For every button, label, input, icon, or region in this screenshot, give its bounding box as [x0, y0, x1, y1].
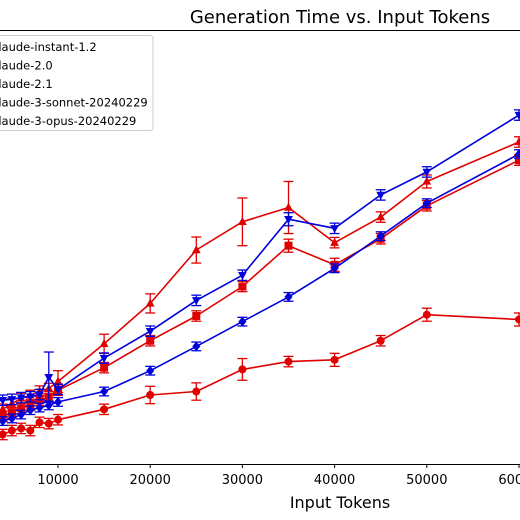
data-point — [25, 393, 35, 402]
data-point — [422, 198, 431, 209]
legend-label: claude-2.1 — [0, 77, 53, 91]
series-claude-instant-1.2 — [0, 307, 520, 441]
data-point — [515, 149, 520, 160]
data-point — [422, 310, 431, 319]
data-point — [0, 430, 7, 439]
data-point — [191, 297, 201, 306]
series-line — [0, 313, 520, 437]
data-point — [284, 216, 293, 225]
data-point — [7, 413, 16, 424]
x-tick-label: 10000 — [37, 473, 78, 488]
data-point — [0, 397, 8, 406]
data-point — [146, 390, 155, 399]
data-point — [145, 298, 155, 307]
data-point — [376, 231, 385, 242]
data-point — [17, 404, 26, 413]
legend-label: claude-3-opus-20240229 — [0, 114, 136, 128]
data-point — [7, 408, 16, 417]
data-point — [16, 394, 26, 403]
data-point — [0, 416, 7, 427]
plot-area — [0, 109, 520, 441]
data-point — [26, 400, 35, 409]
data-point — [35, 418, 44, 427]
data-point — [100, 405, 109, 414]
x-tick-label: 20000 — [130, 473, 171, 488]
data-point — [99, 338, 109, 347]
data-point — [100, 386, 109, 397]
series-claude-3-opus-20240229 — [0, 109, 520, 407]
data-point — [146, 365, 155, 376]
data-point — [0, 404, 8, 413]
data-point — [330, 355, 339, 364]
data-point — [54, 415, 62, 424]
data-point — [35, 396, 44, 405]
data-point — [330, 225, 339, 234]
series-claude-2.1 — [0, 136, 520, 416]
chart-title: Generation Time vs. Input Tokens — [190, 7, 490, 28]
data-point — [515, 156, 520, 165]
data-point — [284, 202, 293, 211]
data-point — [284, 357, 293, 366]
data-point — [515, 315, 520, 324]
data-point — [422, 168, 432, 177]
data-point — [26, 426, 35, 435]
data-point — [53, 386, 63, 395]
data-point — [330, 237, 339, 246]
series-line — [0, 153, 520, 424]
data-point — [35, 402, 44, 413]
data-point — [26, 405, 35, 416]
data-point — [238, 272, 247, 281]
data-point — [192, 387, 201, 396]
data-point — [7, 396, 17, 405]
legend-label: claude-2.0 — [0, 59, 53, 73]
series-claude-3-sonnet-20240229 — [0, 149, 520, 427]
data-point — [54, 396, 62, 407]
data-point — [146, 336, 155, 345]
data-point — [35, 391, 44, 400]
series-claude-2.0 — [0, 154, 520, 423]
series-line — [0, 141, 520, 412]
data-point — [238, 282, 247, 291]
data-point — [100, 363, 109, 372]
data-point — [422, 176, 432, 185]
data-point — [284, 241, 293, 250]
series-line — [0, 159, 520, 419]
data-point — [238, 217, 247, 226]
x-axis-label: Input Tokens — [290, 493, 390, 512]
data-point — [99, 354, 109, 363]
data-point — [514, 137, 520, 146]
data-point — [376, 212, 386, 221]
data-point — [17, 424, 26, 433]
data-point — [238, 316, 247, 327]
data-point — [7, 426, 16, 435]
data-point — [376, 336, 385, 345]
x-tick-label: 50000 — [406, 473, 447, 488]
data-point — [514, 111, 520, 120]
data-point — [284, 291, 293, 302]
legend-label: claude-3-sonnet-20240229 — [0, 96, 148, 110]
data-point — [376, 191, 386, 200]
x-tick-label: 30000 — [222, 473, 263, 488]
x-tick-label: 60000 — [498, 473, 520, 488]
legend: claude-instant-1.2 claude-2.0 claude-2.1 cl… — [0, 35, 154, 131]
series-line — [0, 114, 520, 402]
x-tick-label: 40000 — [314, 473, 355, 488]
data-point — [191, 245, 201, 254]
data-point — [192, 341, 201, 352]
data-point — [330, 263, 339, 274]
data-point — [44, 419, 53, 428]
data-point — [44, 374, 54, 382]
data-point — [53, 376, 63, 385]
x-axis-ticks: 10000 20000 30000 40000 50000 60000 — [37, 464, 520, 488]
legend-box — [0, 35, 154, 131]
data-point — [238, 365, 247, 374]
data-point — [192, 312, 201, 321]
data-point — [145, 327, 155, 336]
legend-label: claude-instant-1.2 — [0, 40, 97, 54]
data-point — [17, 409, 26, 420]
